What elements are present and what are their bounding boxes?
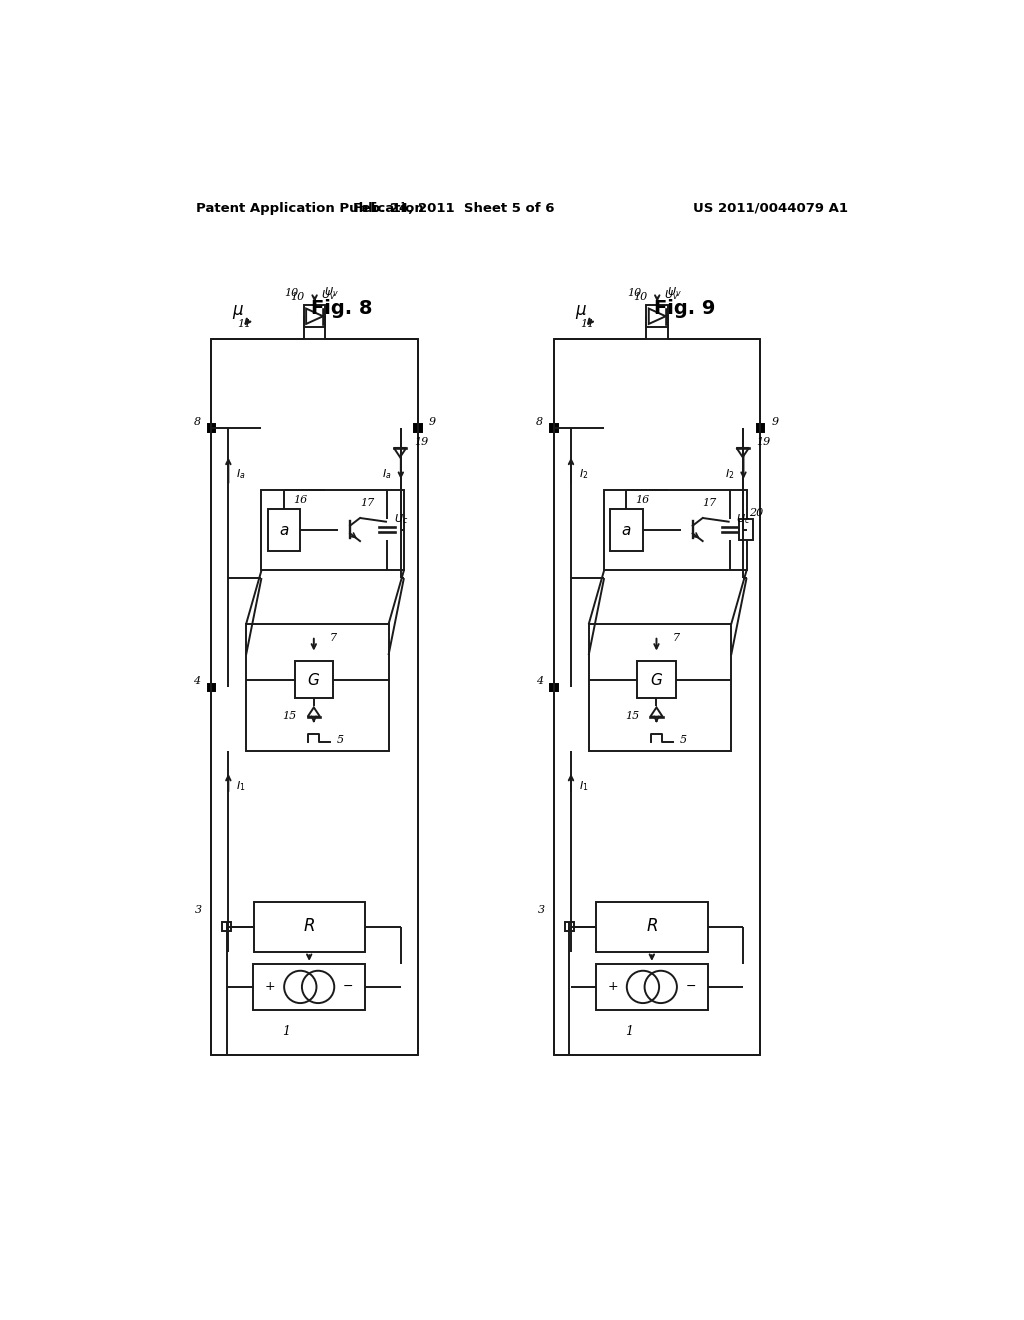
Text: $I_1$: $I_1$ <box>236 780 246 793</box>
Text: +: + <box>607 981 618 994</box>
Text: 8: 8 <box>194 417 201 426</box>
Text: 16: 16 <box>293 495 307 506</box>
Bar <box>267 508 300 552</box>
Text: 10: 10 <box>627 288 641 298</box>
Bar <box>304 305 326 327</box>
Text: 11: 11 <box>238 319 252 329</box>
Text: 16: 16 <box>636 495 650 506</box>
Text: 15: 15 <box>626 711 640 721</box>
Text: 1: 1 <box>282 1026 290 1038</box>
Bar <box>739 519 753 540</box>
Text: 19: 19 <box>757 437 771 446</box>
Text: 7: 7 <box>672 634 679 643</box>
Text: +: + <box>265 981 275 994</box>
Text: 4: 4 <box>537 676 544 686</box>
Bar <box>253 964 365 1010</box>
Text: $a$: $a$ <box>622 524 632 539</box>
Text: $G$: $G$ <box>650 672 663 688</box>
Text: $U_v$: $U_v$ <box>325 285 339 298</box>
Text: Fig. 9: Fig. 9 <box>653 300 715 318</box>
Text: 1: 1 <box>625 1026 633 1038</box>
Text: Fig. 8: Fig. 8 <box>311 300 373 318</box>
Bar <box>246 624 388 751</box>
Bar <box>414 424 422 432</box>
Text: 8: 8 <box>537 417 544 426</box>
Bar <box>589 624 731 751</box>
Bar <box>610 508 643 552</box>
Text: 10: 10 <box>291 292 305 302</box>
Text: 3: 3 <box>195 906 202 915</box>
Text: 5: 5 <box>337 735 344 744</box>
Text: 15: 15 <box>283 711 297 721</box>
Text: −: − <box>343 981 353 994</box>
Text: $R$: $R$ <box>303 919 315 936</box>
Bar <box>757 424 764 432</box>
Text: $G$: $G$ <box>307 672 321 688</box>
Text: 20: 20 <box>750 508 764 517</box>
Bar <box>208 684 215 692</box>
Text: 17: 17 <box>702 499 717 508</box>
Text: 4: 4 <box>194 676 201 686</box>
Bar <box>550 684 558 692</box>
Bar <box>295 661 333 698</box>
Text: 7: 7 <box>330 634 337 643</box>
Text: 9: 9 <box>771 417 778 426</box>
Bar <box>554 339 761 1056</box>
Bar <box>604 490 746 570</box>
Text: $I_2$: $I_2$ <box>579 467 588 480</box>
Bar <box>211 339 418 1056</box>
Bar <box>637 661 676 698</box>
Text: $U_c$: $U_c$ <box>736 512 751 525</box>
Text: Patent Application Publication: Patent Application Publication <box>196 202 424 215</box>
Text: 5: 5 <box>680 735 687 744</box>
Bar <box>550 424 558 432</box>
Bar <box>261 490 403 570</box>
Text: $a$: $a$ <box>279 524 289 539</box>
Text: −: − <box>686 981 696 994</box>
Bar <box>254 903 366 952</box>
Text: $U_c$: $U_c$ <box>393 512 408 525</box>
Bar <box>222 923 231 932</box>
Text: $I_a$: $I_a$ <box>236 467 246 480</box>
Text: 9: 9 <box>429 417 435 426</box>
Bar <box>208 424 215 432</box>
Text: $I_a$: $I_a$ <box>382 467 392 480</box>
Text: $I_1$: $I_1$ <box>579 780 588 793</box>
Bar <box>565 923 574 932</box>
Text: 11: 11 <box>580 319 594 329</box>
Text: $U_v$: $U_v$ <box>664 288 679 301</box>
Text: 3: 3 <box>538 906 545 915</box>
Text: 10: 10 <box>285 288 299 298</box>
Text: $U_v$: $U_v$ <box>322 288 336 301</box>
Bar <box>596 903 708 952</box>
Text: $R$: $R$ <box>646 919 657 936</box>
Text: 19: 19 <box>414 437 428 446</box>
Text: Feb. 24, 2011  Sheet 5 of 6: Feb. 24, 2011 Sheet 5 of 6 <box>353 202 555 215</box>
Text: $I_2$: $I_2$ <box>725 467 734 480</box>
Text: $U_v$: $U_v$ <box>667 285 682 298</box>
Text: US 2011/0044079 A1: US 2011/0044079 A1 <box>692 202 848 215</box>
Text: 17: 17 <box>359 499 374 508</box>
Bar <box>646 305 668 327</box>
Text: $\mu$: $\mu$ <box>232 304 245 321</box>
Text: $\mu$: $\mu$ <box>575 304 587 321</box>
Text: 10: 10 <box>633 292 647 302</box>
Bar <box>596 964 708 1010</box>
